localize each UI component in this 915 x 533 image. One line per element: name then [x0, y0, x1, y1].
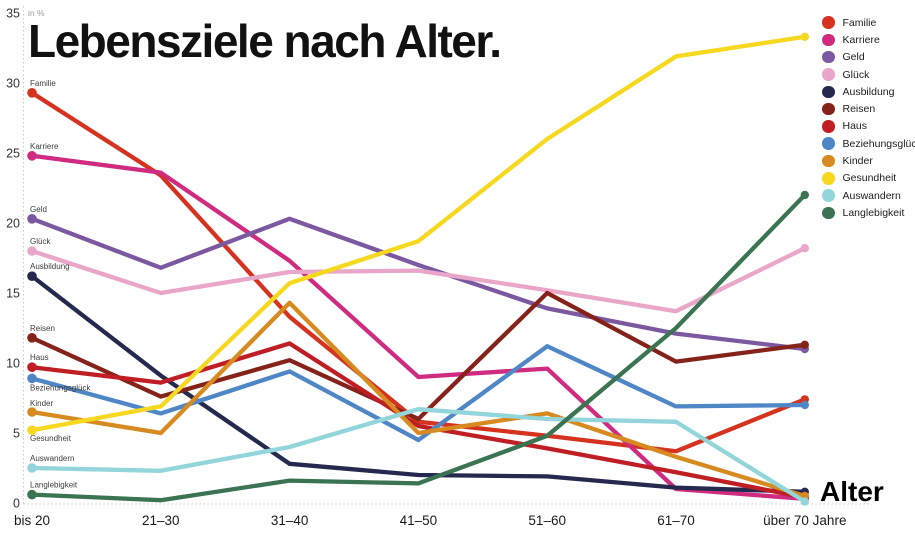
series-label-Langlebigkeit: Langlebigkeit — [30, 481, 78, 490]
y-tick-label: 10 — [6, 357, 20, 371]
series-line-Auswandern — [29, 407, 807, 504]
series-start-dot-Gesundheit — [27, 425, 37, 436]
legend-item-Beziehungsglück: Beziehungsglück — [822, 135, 915, 152]
series-start-dot-Langlebigkeit — [27, 489, 37, 500]
legend-swatch-icon — [822, 68, 835, 81]
series-label-Gesundheit: Gesundheit — [30, 434, 72, 443]
x-tick-label: 61–70 — [657, 513, 695, 528]
legend-item-Kinder: Kinder — [822, 152, 915, 169]
legend-label: Ausbildung — [842, 85, 895, 98]
series-line-Geld — [29, 216, 807, 352]
series-line-Beziehungsglück — [29, 344, 807, 443]
series-line-Kinder — [29, 300, 807, 499]
legend-swatch-icon — [822, 102, 835, 116]
legend-swatch-icon — [822, 120, 835, 133]
y-axis-unit-label: in % — [28, 8, 45, 18]
legend-item-Gesundheit: Gesundheit — [822, 170, 915, 187]
legend-item-Glück: Glück — [822, 66, 915, 83]
y-tick-label: 35 — [6, 7, 20, 21]
legend-swatch-icon — [822, 50, 835, 64]
series-end-dot-Auswandern — [800, 497, 809, 506]
legend-swatch-icon — [822, 172, 835, 185]
series-line-Haus — [29, 341, 807, 500]
x-tick-label: 21–30 — [142, 513, 180, 528]
legend-item-Familie: Familie — [822, 14, 915, 31]
series-end-dot-Reisen — [800, 340, 809, 349]
x-tick-label: 41–50 — [400, 513, 438, 528]
series-label-Familie: Familie — [30, 79, 56, 88]
series-start-dot-Ausbildung — [27, 271, 37, 282]
series-line-Familie — [29, 90, 807, 454]
y-tick-label: 15 — [6, 287, 20, 301]
series-start-dot-Auswandern — [27, 463, 37, 473]
legend-label: Karriere — [842, 33, 880, 46]
series-end-dot-Langlebigkeit — [800, 190, 809, 200]
legend-swatch-icon — [822, 16, 835, 29]
series-start-dot-Reisen — [27, 333, 37, 343]
legend-swatch-icon — [822, 189, 835, 202]
y-tick-label: 25 — [6, 147, 20, 161]
series-end-dot-Beziehungsglück — [800, 400, 809, 410]
legend: Familie Karriere Geld Glück Ausbildung Reisen… — [822, 14, 915, 222]
series-start-dot-Glück — [27, 246, 37, 256]
legend-label: Glück — [842, 68, 870, 81]
legend-item-Karriere: Karriere — [822, 31, 915, 48]
legend-swatch-icon — [822, 206, 835, 220]
legend-label: Langlebigkeit — [842, 206, 905, 219]
series-line-Gesundheit — [29, 34, 807, 433]
legend-label: Beziehungsglück — [842, 137, 915, 150]
y-tick-label: 0 — [13, 497, 20, 511]
series-start-dot-Karriere — [27, 151, 37, 161]
series-start-dot-Kinder — [27, 407, 37, 417]
legend-item-Geld: Geld — [822, 49, 915, 66]
series-end-dot-Gesundheit — [800, 32, 809, 41]
series-label-Reisen: Reisen — [30, 324, 55, 333]
series-label-Glück: Glück — [30, 237, 51, 246]
legend-swatch-icon — [822, 85, 835, 99]
legend-swatch-icon — [822, 154, 835, 168]
legend-label: Haus — [842, 120, 868, 133]
series-label-Geld: Geld — [30, 205, 47, 214]
series-start-dot-Haus — [27, 362, 37, 373]
legend-label: Kinder — [842, 155, 873, 168]
series-label-Beziehungsglück: Beziehungsglück — [30, 383, 91, 392]
series-start-dot-Familie — [27, 88, 37, 98]
legend-item-Reisen: Reisen — [822, 100, 915, 117]
legend-label: Reisen — [842, 103, 876, 116]
x-tick-label: bis 20 — [14, 513, 50, 528]
x-tick-label: 31–40 — [271, 513, 309, 528]
legend-label: Familie — [842, 16, 877, 29]
y-tick-label: 5 — [13, 427, 20, 441]
legend-item-Auswandern: Auswandern — [822, 187, 915, 204]
legend-swatch-icon — [822, 137, 835, 150]
series-line-Ausbildung — [29, 274, 807, 494]
legend-label: Auswandern — [842, 189, 901, 202]
y-tick-label: 30 — [6, 77, 20, 91]
series-start-dot-Geld — [27, 214, 37, 224]
series-label-Auswandern: Auswandern — [30, 454, 74, 463]
series-end-dot-Glück — [800, 244, 809, 253]
series-start-dot-Beziehungsglück — [27, 373, 37, 384]
series-line-Reisen — [29, 290, 807, 422]
y-tick-label: 20 — [6, 217, 20, 231]
x-axis-title: Alter — [820, 476, 884, 507]
page-title: Lebensziele nach Alter. — [28, 15, 502, 67]
series-label-Kinder: Kinder — [30, 399, 53, 408]
series-label-Haus: Haus — [30, 353, 49, 362]
legend-label: Geld — [842, 51, 865, 64]
series-label-Ausbildung: Ausbildung — [30, 262, 70, 271]
legend-item-Ausbildung: Ausbildung — [822, 83, 915, 100]
series-label-Karriere: Karriere — [30, 142, 59, 151]
legend-item-Langlebigkeit: Langlebigkeit — [822, 204, 915, 221]
legend-swatch-icon — [822, 33, 835, 47]
x-tick-label: über 70 Jahre — [763, 513, 846, 528]
legend-item-Haus: Haus — [822, 118, 915, 135]
x-tick-label: 51–60 — [528, 513, 566, 528]
series-line-Langlebigkeit — [29, 192, 807, 503]
series-line-Glück — [29, 246, 807, 314]
legend-label: Gesundheit — [842, 172, 897, 185]
